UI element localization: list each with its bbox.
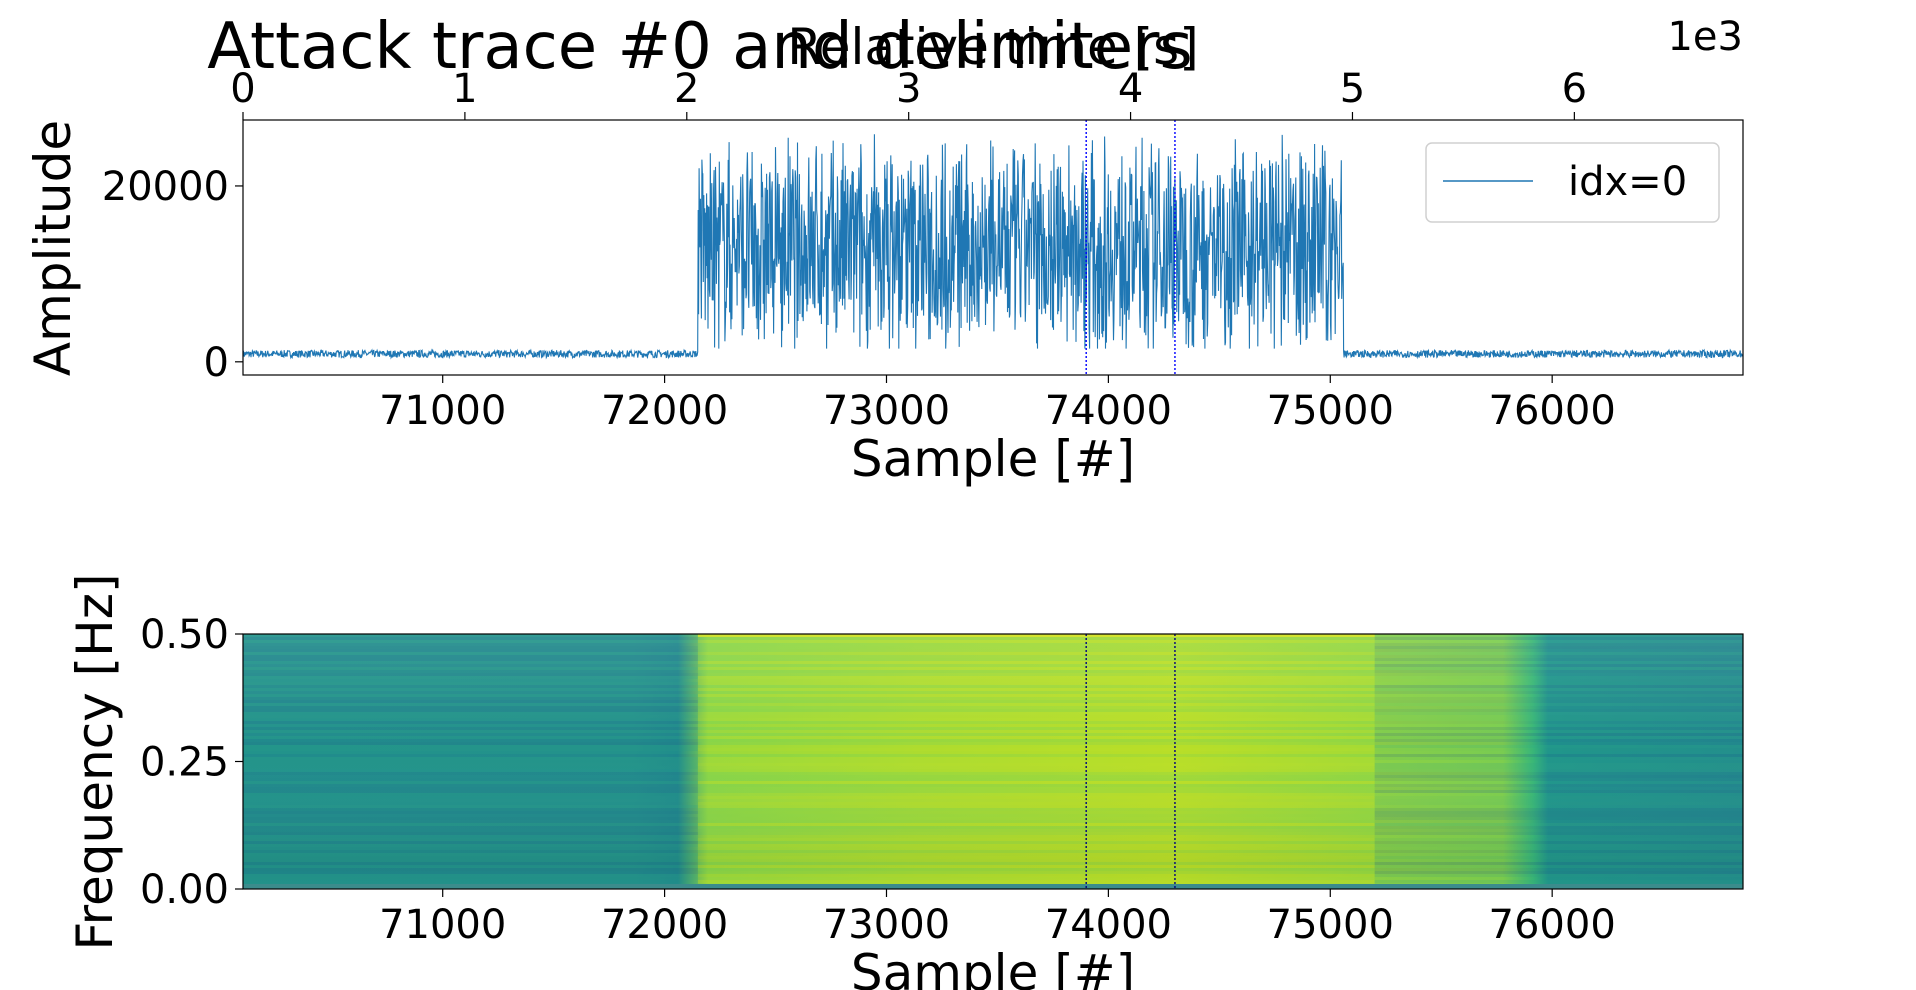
amplitude-y-tick-label: 20000 <box>102 164 229 210</box>
legend-label: idx=0 <box>1568 159 1687 205</box>
amplitude-x-ticks: 71000 72000 73000 74000 75000 76000 <box>379 375 1616 434</box>
spectrogram-y-ticks: 0.00 0.25 0.50 <box>140 612 243 913</box>
relative-time-tick-label: 6 <box>1562 66 1587 112</box>
spectrogram-x-tick-label: 76000 <box>1489 902 1616 948</box>
relative-time-multiplier: 1e3 <box>1667 14 1743 60</box>
relative-time-tick-label: 5 <box>1340 66 1365 112</box>
spectrogram-x-tick-label: 71000 <box>379 902 506 948</box>
spectrogram-y-tick-label: 0.25 <box>140 740 229 786</box>
relative-time-tick-label: 3 <box>896 66 921 112</box>
relative-time-tick-label: 2 <box>674 66 699 112</box>
spectrogram-dc-band <box>243 884 1743 889</box>
amplitude-x-tick-label: 75000 <box>1267 388 1394 434</box>
spectrogram-shade <box>243 634 1743 889</box>
spectrogram-x-tick-label: 72000 <box>601 902 728 948</box>
figure-title: Attack trace #0 and delimiters <box>207 10 1192 84</box>
spectrogram-delimiters <box>1085 634 1176 889</box>
legend-box <box>1425 142 1720 223</box>
spectrogram-y-axis-label: Frequency [Hz] <box>66 573 124 950</box>
spectrogram-y-tick-label: 0.50 <box>140 612 229 658</box>
spectrogram-x-axis-label: Sample [#] <box>851 944 1135 990</box>
amplitude-trace <box>243 134 1743 360</box>
spectrogram-x-tick-label: 73000 <box>823 902 950 948</box>
amplitude-frame <box>242 119 1744 376</box>
amplitude-x-tick-label: 76000 <box>1489 388 1616 434</box>
relative-time-tick-label: 4 <box>1118 66 1143 112</box>
spectrogram-y-tick-label: 0.00 <box>140 867 229 913</box>
amplitude-y-axis-label: Amplitude <box>24 120 82 376</box>
relative-time-axis-label: Relative time [s] <box>787 18 1198 76</box>
spectrogram-x-ticks: 71000 72000 73000 74000 75000 76000 <box>379 889 1616 948</box>
amplitude-delimiters <box>1085 120 1176 375</box>
amplitude-x-tick-label: 71000 <box>379 388 506 434</box>
relative-time-tick-label: 0 <box>230 66 255 112</box>
trace-line-idx0 <box>243 134 1743 360</box>
spectrogram-panel: 71000 72000 73000 74000 75000 76000 0.000.250… <box>66 573 1744 990</box>
relative-time-ticks: 0 1 2 3 4 5 6 <box>230 66 1587 120</box>
amplitude-y-ticks: 0 20000 <box>102 164 243 386</box>
relative-time-tick-label: 1 <box>452 66 477 112</box>
amplitude-y-tick-label: 0 <box>204 340 229 386</box>
spectrogram-x-tick-label: 74000 <box>1045 902 1172 948</box>
spectrogram-x-tick-label: 75000 <box>1267 902 1394 948</box>
amplitude-panel: 71000 72000 73000 74000 75000 76000 0 20000 0 1… <box>24 14 1744 488</box>
amplitude-x-tick-label: 74000 <box>1045 388 1172 434</box>
amplitude-x-tick-label: 72000 <box>601 388 728 434</box>
amplitude-x-tick-label: 73000 <box>823 388 950 434</box>
legend: idx=0 <box>1425 142 1720 223</box>
amplitude-x-axis-label: Sample [#] <box>851 430 1135 488</box>
